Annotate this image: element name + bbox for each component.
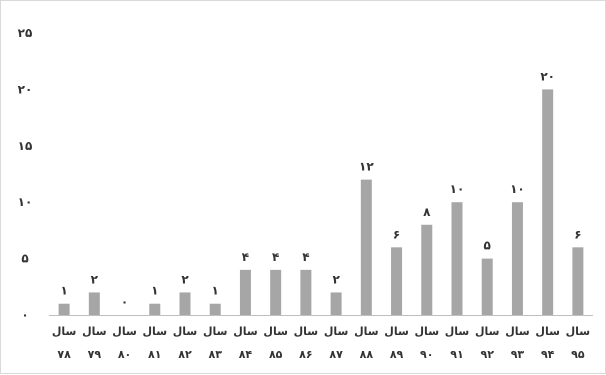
bar [360, 179, 372, 315]
bar [511, 202, 523, 315]
x-tick-label-word: سال [143, 325, 168, 338]
y-tick-label: ۱۵ [18, 139, 33, 153]
bar [451, 202, 463, 315]
bars [58, 89, 584, 316]
x-tick-label-word: سال [505, 325, 530, 338]
x-tick-label-year: ۹۵ [571, 348, 585, 361]
data-label: ۴ [272, 250, 279, 264]
x-tick-label-year: ۸۰ [118, 348, 131, 361]
x-tick-label-year: ۸۸ [360, 348, 374, 361]
data-label: ۸ [423, 205, 431, 219]
x-axis: سال ۷۸ سال ۷۹ سال ۸۰ سال ۸۱ سال ۸۲ سال ۸۳ سال ۸۴ سال ۸۵… [52, 325, 590, 361]
x-tick-label-word: سال [445, 325, 470, 338]
data-label: ۵ [484, 239, 491, 253]
bar [391, 247, 403, 315]
data-label: ۶ [574, 227, 581, 241]
x-tick-label-year: ۸۴ [239, 348, 253, 361]
data-label: ۱۲ [359, 160, 374, 174]
data-label: ۴ [302, 250, 309, 264]
x-tick-label-year: ۷۹ [88, 348, 102, 361]
bar [149, 303, 161, 315]
x-tick-label-year: ۸۱ [148, 348, 161, 361]
bar [58, 303, 70, 315]
data-label: ۲۰ [540, 69, 555, 83]
x-tick-label-word: سال [475, 325, 500, 338]
x-tick-label-word: سال [566, 325, 591, 338]
x-tick-label-word: سال [173, 325, 198, 338]
x-tick-label-word: سال [203, 325, 228, 338]
x-tick-label-word: سال [112, 325, 137, 338]
y-tick-label: ۲۵ [18, 26, 33, 40]
data-label: ۱ [151, 284, 158, 298]
data-label: ۱۰ [450, 182, 465, 196]
data-label: ۱ [60, 284, 67, 298]
x-tick-label-year: ۸۷ [329, 348, 343, 361]
data-label: ۲ [91, 272, 99, 286]
data-label: ۱۰ [510, 182, 525, 196]
y-tick-label: ۱۰ [18, 195, 33, 209]
y-tick-label: ۲۰ [18, 82, 33, 96]
data-label: ۲ [181, 272, 189, 286]
x-tick-label-word: سال [384, 325, 409, 338]
x-tick-label-year: ۹۰ [420, 348, 433, 361]
x-tick-label-word: سال [82, 325, 107, 338]
bar [270, 269, 282, 315]
bar [239, 269, 251, 315]
bar [481, 258, 493, 315]
x-tick-label-year: ۸۶ [299, 348, 312, 361]
data-label: ۱ [212, 284, 219, 298]
x-tick-label-word: سال [535, 325, 560, 338]
x-tick-label-year: ۹۳ [511, 348, 525, 361]
bar [330, 292, 342, 315]
x-tick-label-word: سال [324, 325, 349, 338]
x-tick-label-word: سال [415, 325, 440, 338]
data-label: ۴ [242, 250, 249, 264]
bar [209, 303, 221, 315]
x-tick-label-word: سال [52, 325, 77, 338]
y-tick-label: ۵ [21, 252, 28, 266]
x-tick-label-year: ۹۴ [541, 348, 555, 361]
x-tick-label-word: سال [263, 325, 288, 338]
x-tick-label-year: ۸۲ [178, 348, 192, 361]
bar [88, 292, 100, 315]
bar [179, 292, 191, 315]
bar [572, 247, 584, 315]
y-axis: ۰ ۵ ۱۰ ۱۵ ۲۰ ۲۵ [18, 26, 33, 322]
x-tick-label-word: سال [294, 325, 319, 338]
x-tick-label-year: ۹۱ [450, 348, 463, 361]
x-tick-label-year: ۷۸ [57, 348, 71, 361]
data-label: ۶ [393, 227, 400, 241]
x-tick-label-word: سال [354, 325, 379, 338]
x-tick-label-word: سال [233, 325, 258, 338]
data-label: ۲ [332, 272, 340, 286]
data-label: ۰ [121, 295, 128, 309]
x-tick-label-year: ۸۹ [390, 348, 404, 361]
x-tick-label-year: ۹۲ [481, 348, 495, 361]
bar [542, 89, 554, 316]
x-tick-label-year: ۸۳ [209, 348, 223, 361]
y-tick-label: ۰ [21, 308, 28, 322]
bar [421, 224, 433, 315]
x-tick-label-year: ۸۵ [269, 348, 283, 361]
bar [300, 269, 312, 315]
